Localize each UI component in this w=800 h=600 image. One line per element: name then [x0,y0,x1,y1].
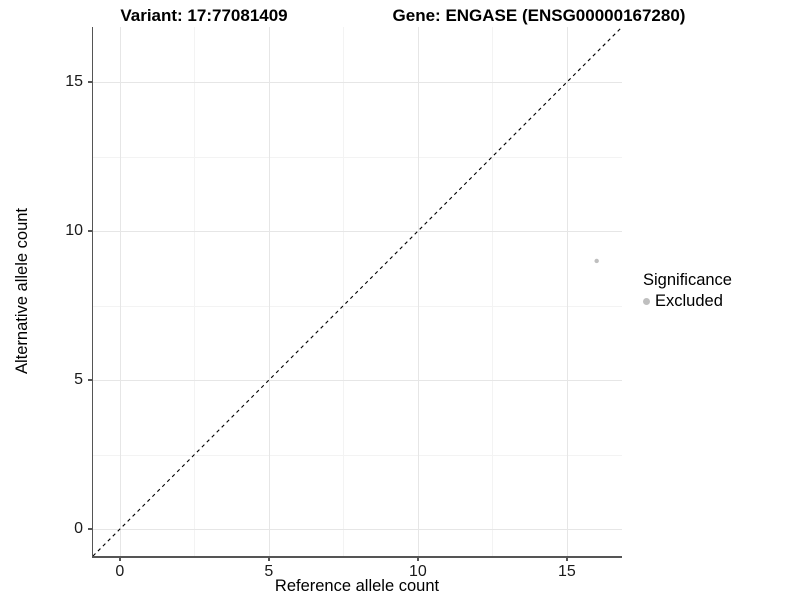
minor-gridline-horizontal [93,305,622,307]
plot-title-gene: Gene: ENGASE (ENSG00000167280) [392,6,686,25]
x-tick-mark [119,556,121,561]
data-point [594,258,599,264]
legend-item-label: Excluded [655,291,723,310]
y-tick-mark [88,81,93,83]
major-gridline-horizontal [93,380,622,382]
y-tick-label: 5 [74,371,83,389]
minor-gridline-horizontal [93,156,622,158]
y-tick-mark [88,230,93,232]
legend-title: Significance [643,271,732,289]
x-tick-label: 10 [408,563,427,580]
y-axis-title: Alternative allele count [12,207,31,375]
legend: Significance Excluded [643,271,732,311]
major-gridline-vertical [268,27,270,556]
major-gridline-horizontal [93,529,622,531]
plot-title-variant: Variant: 17:77081409 [120,6,288,25]
x-tick-mark [268,556,270,561]
y-axis-line [91,27,93,558]
y-tick-label: 15 [65,73,83,91]
major-gridline-horizontal [93,231,622,233]
x-axis-title: Reference allele count [274,577,440,595]
x-tick-label: 5 [264,563,274,580]
y-tick-label: 0 [74,520,83,538]
x-tick-mark [417,556,419,561]
y-tick-mark [88,379,93,381]
major-gridline-horizontal [93,82,622,84]
x-tick-label: 15 [557,563,576,580]
major-gridline-vertical [566,27,568,556]
minor-gridline-horizontal [93,454,622,456]
plot-panel: 0 5 10 15 0 5 10 15 [65,26,623,580]
major-gridline-vertical [119,27,121,556]
legend-marker-circle-icon [643,297,650,305]
x-axis-line [91,556,622,558]
x-tick-label: 0 [115,563,125,580]
plot-overlay-svg [92,26,623,557]
minor-gridline-vertical [194,27,196,556]
legend-item: Excluded [643,292,732,311]
legend-items: Excluded [643,292,732,311]
y-tick-mark [88,528,93,530]
identity-reference-line [92,26,623,557]
minor-gridline-vertical [343,27,345,556]
minor-gridline-vertical [492,27,494,556]
y-tick-label: 10 [65,222,83,240]
major-gridline-vertical [417,27,419,556]
x-tick-mark [566,556,568,561]
